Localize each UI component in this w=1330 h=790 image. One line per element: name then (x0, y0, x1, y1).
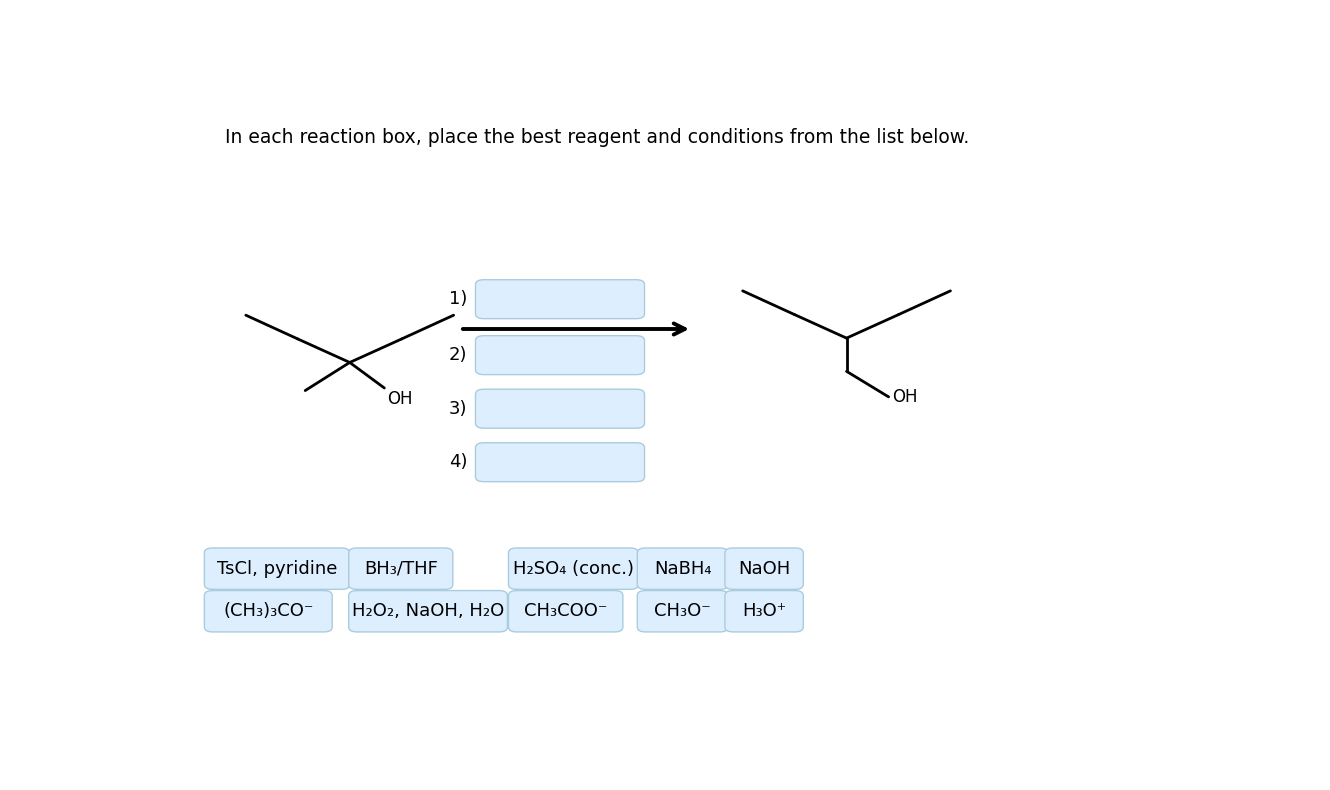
Text: OH: OH (891, 388, 918, 406)
Text: In each reaction box, place the best reagent and conditions from the list below.: In each reaction box, place the best rea… (225, 128, 970, 147)
FancyBboxPatch shape (205, 548, 350, 589)
FancyBboxPatch shape (476, 389, 645, 428)
Text: 1): 1) (448, 290, 467, 308)
FancyBboxPatch shape (508, 591, 622, 632)
Text: BH₃/THF: BH₃/THF (364, 559, 438, 577)
Text: H₂SO₄ (conc.): H₂SO₄ (conc.) (513, 559, 634, 577)
Text: CH₃O⁻: CH₃O⁻ (654, 602, 712, 620)
Text: NaBH₄: NaBH₄ (654, 559, 712, 577)
Text: 4): 4) (448, 453, 467, 471)
Text: (CH₃)₃CO⁻: (CH₃)₃CO⁻ (223, 602, 314, 620)
FancyBboxPatch shape (725, 591, 803, 632)
Text: 3): 3) (448, 400, 467, 418)
FancyBboxPatch shape (348, 591, 508, 632)
Text: 2): 2) (448, 346, 467, 364)
Text: H₃O⁺: H₃O⁺ (742, 602, 786, 620)
FancyBboxPatch shape (508, 548, 638, 589)
Text: OH: OH (387, 389, 412, 408)
FancyBboxPatch shape (205, 591, 332, 632)
Text: CH₃COO⁻: CH₃COO⁻ (524, 602, 608, 620)
FancyBboxPatch shape (476, 336, 645, 374)
FancyBboxPatch shape (476, 442, 645, 482)
FancyBboxPatch shape (476, 280, 645, 318)
FancyBboxPatch shape (637, 591, 728, 632)
Text: NaOH: NaOH (738, 559, 790, 577)
Text: H₂O₂, NaOH, H₂O: H₂O₂, NaOH, H₂O (352, 602, 504, 620)
FancyBboxPatch shape (348, 548, 452, 589)
Text: TsCl, pyridine: TsCl, pyridine (217, 559, 338, 577)
FancyBboxPatch shape (725, 548, 803, 589)
FancyBboxPatch shape (637, 548, 728, 589)
